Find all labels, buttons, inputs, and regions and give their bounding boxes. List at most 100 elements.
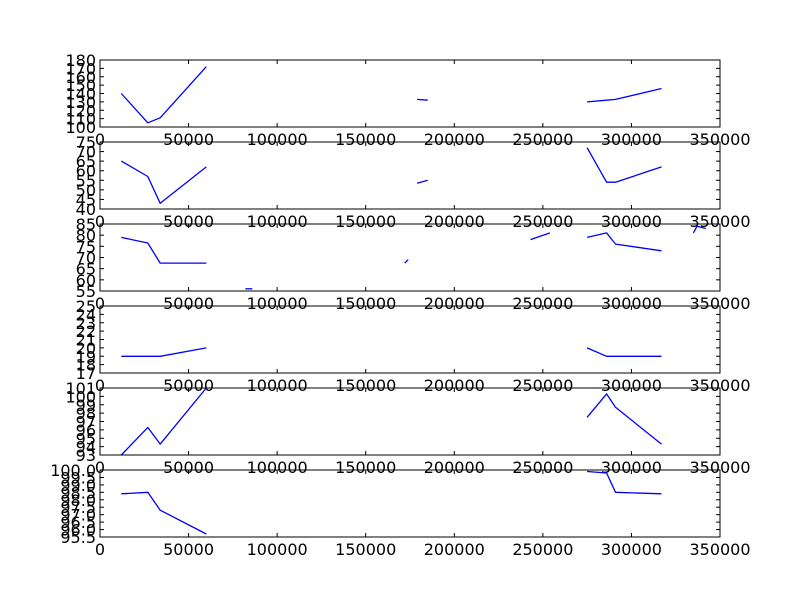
y-tick-label-panel-5: 98 [76,404,96,423]
x-tick-label-panel-6: 200000 [424,540,485,559]
y-tick-label-panel-1: 140 [65,85,96,104]
x-tick-label-panel-5: 250000 [512,458,573,477]
x-tick-label-panel-3: 150000 [335,294,396,313]
y-tick-label-panel-6: 96.5 [60,513,96,532]
y-tick-label-panel-3: 65 [76,260,96,279]
y-tick-label-panel-5: 97 [76,413,96,432]
x-tick-label-panel-2: 50000 [163,212,214,231]
y-tick-label-panel-2: 40 [76,200,96,219]
x-tick-label-panel-5: 50000 [163,458,214,477]
y-tick-label-panel-4: 24 [76,305,96,324]
x-tick-label-panel-6: 100000 [247,540,308,559]
y-tick-label-panel-5: 100 [65,387,96,406]
x-tick-label-panel-6: 0 [95,540,105,559]
series-line-panel-5-segment-2 [586,393,662,445]
series-line-panel-5-segment-1 [120,387,207,456]
y-tick-label-panel-3: 70 [76,249,96,268]
x-tick-label-panel-4: 0 [95,376,105,395]
x-tick-label-panel-6: 350000 [689,540,750,559]
x-tick-label-panel-2: 350000 [689,212,750,231]
series-line-panel-3-segment-5 [586,232,662,252]
x-tick-label-panel-5: 150000 [335,458,396,477]
x-tick-label-panel-3: 50000 [163,294,214,313]
series-line-panel-4-segment-1 [121,347,207,357]
x-tick-label-panel-1: 200000 [424,130,485,149]
x-tick-label-panel-6: 150000 [335,540,396,559]
series-line-panel-1-segment-1 [120,66,207,124]
y-tick-label-panel-5: 99 [76,396,96,415]
y-tick-label-panel-6: 98.5 [60,483,96,502]
y-tick-label-panel-4: 19 [76,347,96,366]
y-tick-label-panel-4: 21 [76,331,96,350]
axes-frame-panel-1 [99,59,721,128]
y-tick-label-panel-1: 130 [65,93,96,112]
x-tick-label-panel-3: 100000 [247,294,308,313]
series-line-panel-1-segment-2 [417,98,428,101]
series-line-panel-6-segment-1 [121,491,207,535]
series-line-panel-4-segment-2 [586,347,662,357]
x-tick-label-panel-5: 0 [95,458,105,477]
x-tick-label-panel-5: 300000 [601,458,662,477]
y-tick-label-panel-3: 85 [76,215,96,234]
x-tick-label-panel-1: 0 [95,130,105,149]
series-line-panel-6-segment-2 [587,470,662,495]
x-tick-label-panel-2: 200000 [424,212,485,231]
x-tick-label-panel-3: 0 [95,294,105,313]
x-tick-label-panel-3: 350000 [689,294,750,313]
axes-frame-panel-5 [99,387,721,456]
x-tick-label-panel-2: 100000 [247,212,308,231]
y-tick-label-panel-6: 95.5 [60,528,96,547]
series-line-panel-2-segment-3 [586,147,662,183]
axes-frame-panel-6 [99,469,721,538]
y-tick-label-panel-2: 70 [76,143,96,162]
series-line-panel-2-segment-2 [416,179,428,184]
x-tick-label-panel-1: 100000 [247,130,308,149]
y-tick-label-panel-5: 101 [65,379,96,398]
x-tick-label-panel-4: 300000 [601,376,662,395]
series-line-panel-1-segment-3 [587,87,662,103]
x-tick-label-panel-4: 200000 [424,376,485,395]
y-tick-label-panel-6: 99.0 [60,476,96,495]
y-tick-label-panel-3: 80 [76,226,96,245]
x-tick-label-panel-4: 250000 [512,376,573,395]
series-line-panel-3-segment-4 [530,232,551,241]
x-tick-label-panel-1: 150000 [335,130,396,149]
y-tick-label-panel-6: 97.0 [60,506,96,525]
x-tick-label-panel-5: 200000 [424,458,485,477]
y-tick-label-panel-2: 45 [76,190,96,209]
y-tick-label-panel-6: 100.0 [50,461,96,480]
y-tick-label-panel-4: 17 [76,364,96,383]
y-tick-label-panel-4: 18 [76,356,96,375]
x-tick-label-panel-2: 0 [95,212,105,231]
y-tick-label-panel-1: 180 [65,51,96,70]
y-tick-label-panel-3: 75 [76,237,96,256]
y-tick-label-panel-1: 120 [65,101,96,120]
series-line-panel-3-segment-3 [404,259,409,264]
x-tick-label-panel-6: 50000 [163,540,214,559]
axes-frame-panel-2 [99,141,721,210]
y-tick-label-panel-4: 22 [76,322,96,341]
x-tick-label-panel-3: 200000 [424,294,485,313]
series-line-panel-3-segment-6 [692,225,706,234]
y-tick-label-panel-4: 20 [76,339,96,358]
y-tick-label-panel-1: 150 [65,76,96,95]
y-tick-label-panel-5: 96 [76,421,96,440]
y-tick-label-panel-1: 170 [65,59,96,78]
x-tick-label-panel-3: 250000 [512,294,573,313]
x-tick-label-panel-4: 150000 [335,376,396,395]
x-tick-label-panel-3: 300000 [601,294,662,313]
x-tick-label-panel-1: 350000 [689,130,750,149]
x-tick-label-panel-6: 250000 [512,540,573,559]
x-tick-label-panel-2: 150000 [335,212,396,231]
x-tick-label-panel-4: 350000 [689,376,750,395]
x-tick-label-panel-1: 50000 [163,130,214,149]
y-tick-label-panel-2: 60 [76,162,96,181]
y-tick-label-panel-1: 110 [65,110,96,129]
axes-frame-panel-3 [99,223,721,292]
axes-frame-panel-4 [99,305,721,374]
y-tick-label-panel-3: 55 [76,282,96,301]
y-tick-label-panel-6: 97.5 [60,498,96,517]
y-tick-label-panel-3: 60 [76,271,96,290]
y-tick-label-panel-4: 23 [76,314,96,333]
